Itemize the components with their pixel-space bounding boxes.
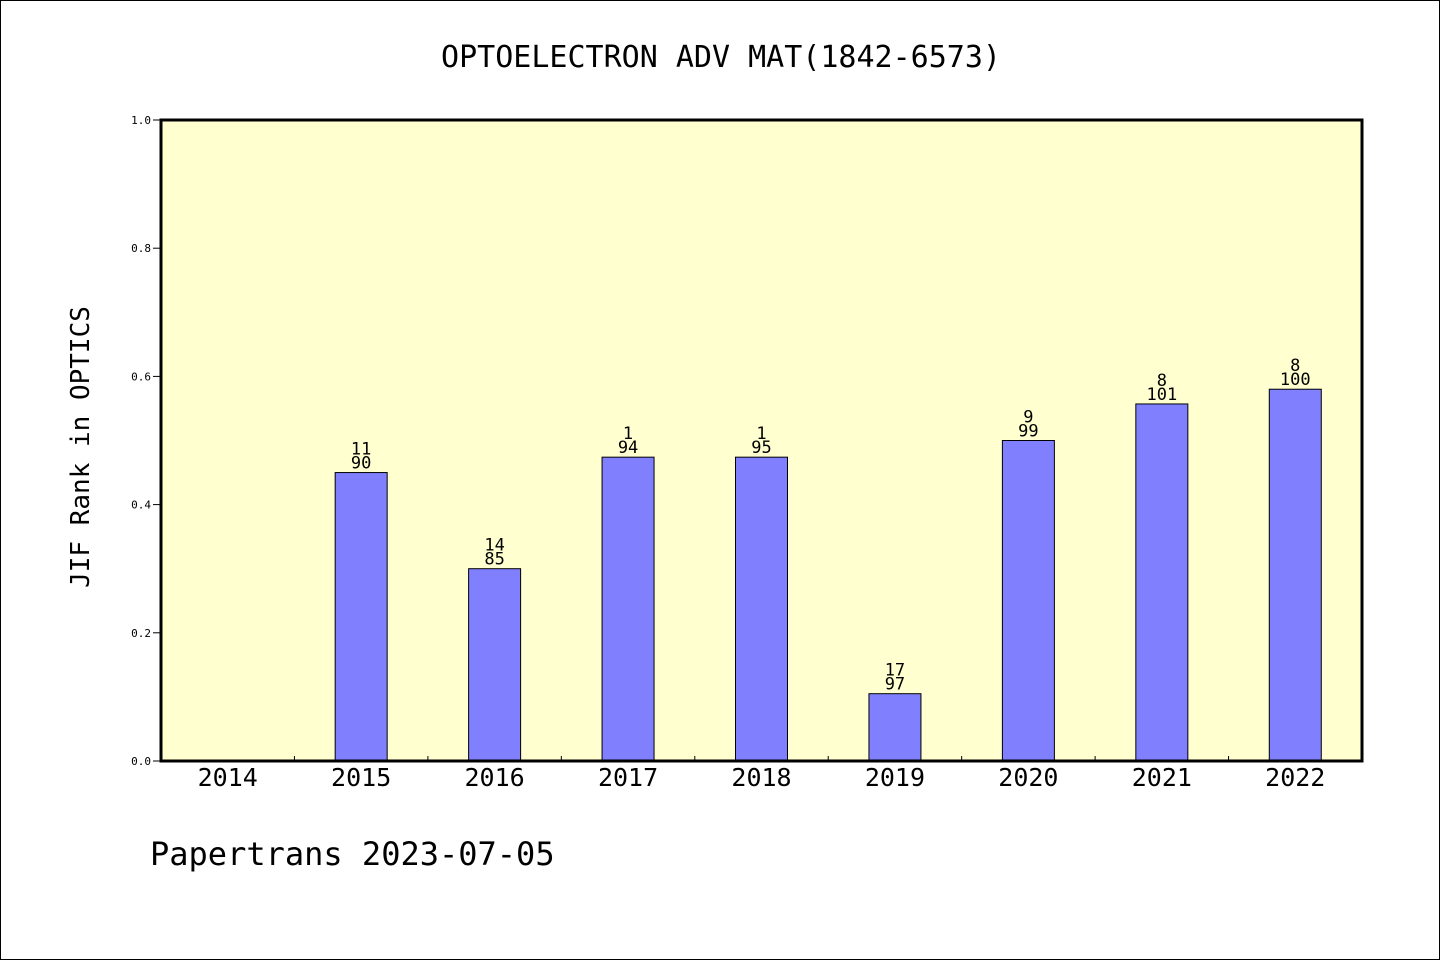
x-tick-label: 2021 xyxy=(1132,763,1192,792)
x-tick-label: 2020 xyxy=(998,763,1058,792)
bar-label-rank: 1 xyxy=(756,424,766,444)
bar-label-total: 85 xyxy=(484,550,504,570)
bar xyxy=(1268,388,1322,762)
bar xyxy=(1135,403,1189,762)
bar-label-rank: 8 xyxy=(1157,371,1167,391)
y-axis-label: JIF Rank in OPTICS xyxy=(66,306,96,588)
bar-label-rank: 9 xyxy=(1023,408,1033,428)
bar-label-rank: 1 xyxy=(623,424,633,444)
y-tick-label: 0.6 xyxy=(131,370,151,383)
bar-label-total: 100 xyxy=(1280,370,1311,390)
bar-label-total: 99 xyxy=(1018,422,1038,442)
x-tick-label: 2015 xyxy=(331,763,391,792)
bar-label-rank: 14 xyxy=(484,536,504,556)
chart-title: OPTOELECTRON ADV MAT(1842-6573) xyxy=(441,40,1001,75)
bar-label-rank: 17 xyxy=(885,661,905,681)
x-tick-label: 2016 xyxy=(465,763,525,792)
bar-label-rank: 11 xyxy=(351,440,371,460)
x-axis: 2014 2015 2016 2017 2018 2019 2020 2021 2022 xyxy=(198,756,1325,792)
y-tick-label: 0.8 xyxy=(131,242,151,255)
y-axis: 0.0 0.2 0.4 0.6 0.8 1.0 xyxy=(131,114,161,768)
bar-label-rank: 8 xyxy=(1290,356,1300,376)
bar xyxy=(334,472,388,762)
x-tick-label: 2017 xyxy=(598,763,658,792)
bar-series xyxy=(334,388,1322,762)
plot-border xyxy=(159,118,1364,763)
bar-label-total: 94 xyxy=(618,438,638,458)
bar xyxy=(601,456,655,762)
y-tick-label: 1.0 xyxy=(131,114,151,127)
bar xyxy=(868,693,922,762)
y-tick-label: 0.0 xyxy=(131,755,151,768)
bar-label-total: 95 xyxy=(751,438,771,458)
bar-label-total: 101 xyxy=(1146,385,1177,405)
x-tick-label: 2022 xyxy=(1265,763,1325,792)
bar xyxy=(1001,440,1055,762)
y-tick-label: 0.4 xyxy=(131,499,151,512)
bar-label-total: 97 xyxy=(885,675,905,695)
bar-label-total: 90 xyxy=(351,454,371,474)
x-tick-label: 2019 xyxy=(865,763,925,792)
footer-source-date: Papertrans 2023-07-05 xyxy=(150,835,555,873)
x-tick-label: 2014 xyxy=(198,763,258,792)
bar xyxy=(735,456,788,762)
y-tick-label: 0.2 xyxy=(131,627,151,640)
x-tick-label: 2018 xyxy=(731,763,791,792)
bar xyxy=(468,568,522,762)
